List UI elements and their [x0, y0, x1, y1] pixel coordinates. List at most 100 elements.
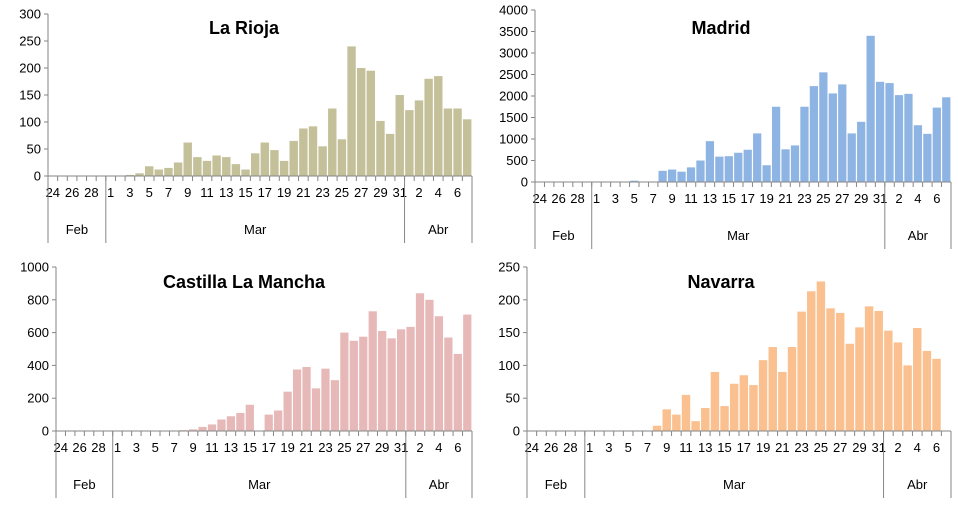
bar	[125, 174, 135, 176]
bar	[274, 410, 283, 431]
bar	[677, 171, 686, 182]
bar	[387, 338, 396, 431]
bar	[787, 347, 797, 431]
x-tick-label: 4	[914, 440, 921, 455]
bar	[884, 330, 893, 431]
bar	[864, 306, 874, 431]
x-tick-label: 27	[354, 185, 368, 200]
bar	[790, 145, 800, 182]
y-tick-label: 1000	[20, 260, 49, 275]
x-tick-label: 1	[586, 440, 593, 455]
bar	[630, 180, 639, 182]
bar	[874, 310, 883, 431]
bar	[463, 314, 472, 431]
x-tick-label: 23	[794, 440, 808, 455]
bar	[739, 375, 749, 431]
bar	[724, 156, 733, 182]
bar	[212, 155, 221, 176]
y-tick-label: 200	[19, 61, 41, 76]
month-label: Abr	[907, 477, 928, 492]
bar	[913, 125, 923, 182]
x-tick-label: 15	[717, 440, 731, 455]
bar	[443, 108, 453, 176]
bar	[667, 169, 677, 182]
month-label: Mar	[723, 477, 746, 492]
x-tick-label: 6	[454, 185, 461, 200]
x-tick-label: 6	[933, 440, 940, 455]
bar	[885, 83, 894, 182]
x-tick-label: 15	[243, 440, 257, 455]
x-tick-label: 31	[392, 185, 406, 200]
bar	[198, 426, 207, 431]
y-tick-label: 1000	[499, 132, 528, 147]
bar	[800, 106, 809, 182]
chart-panel-navarra: 0 50 100 150 200 250 24 26 28 1 3 5 7 9 11 13 15 17 19 21 23…	[479, 255, 958, 509]
x-tick-label: 5	[152, 440, 159, 455]
x-tick-label: 19	[759, 191, 773, 206]
bar	[328, 108, 337, 176]
month-label: Feb	[73, 477, 95, 492]
bar	[855, 327, 864, 431]
bar	[245, 404, 254, 431]
bar	[797, 311, 806, 431]
x-tick-label: 2	[415, 185, 422, 200]
chart-title: Madrid	[691, 18, 750, 38]
bar	[359, 336, 368, 431]
bar	[308, 126, 318, 176]
y-tick-label: 400	[27, 358, 49, 373]
bar	[376, 120, 385, 176]
y-tick-label: 100	[498, 358, 520, 373]
bar	[144, 166, 154, 176]
chart-panel-castilla-la-mancha: 0 200 400 600 800 1000 24 26 28 1 3 5 7 9 11 13 15 17 19 21…	[0, 255, 479, 509]
y-tick-label: 0	[513, 424, 520, 439]
bar	[425, 299, 434, 431]
bar	[356, 68, 366, 176]
bar	[758, 360, 768, 431]
x-tick-label: 3	[133, 440, 140, 455]
bar	[368, 311, 377, 431]
bar	[279, 160, 289, 176]
bar	[705, 141, 715, 182]
y-tick-label: 100	[19, 115, 41, 130]
bar	[923, 133, 932, 182]
bar	[347, 46, 356, 177]
bar	[321, 368, 330, 431]
y-tick-label: 600	[27, 325, 49, 340]
chart-panel-madrid: 0 500 1000 1500 2000 2500 3000 3500 4000 24 26 28 1 3…	[479, 0, 958, 255]
x-tick-label: 21	[775, 440, 789, 455]
bar	[434, 76, 443, 176]
y-tick-label: 250	[498, 260, 520, 275]
x-tick-label: 7	[165, 185, 172, 200]
x-tick-label: 3	[126, 185, 133, 200]
bar	[903, 365, 912, 431]
x-tick-label: 11	[684, 191, 698, 206]
bar	[202, 160, 212, 176]
y-tick-label: 200	[498, 292, 520, 307]
x-tick-label: 17	[737, 440, 751, 455]
bar	[337, 139, 347, 176]
x-tick-label: 25	[335, 185, 349, 200]
bar	[696, 160, 705, 182]
month-label: Feb	[545, 477, 567, 492]
x-tick-label: 21	[778, 191, 792, 206]
y-tick-label: 50	[27, 142, 41, 157]
bar	[809, 86, 819, 182]
x-tick-label: 27	[835, 191, 849, 206]
bar	[845, 343, 855, 431]
x-tick-label: 5	[631, 191, 638, 206]
x-tick-label: 26	[544, 440, 558, 455]
bar	[691, 421, 700, 431]
month-label: Abr	[429, 477, 450, 492]
bar	[154, 169, 164, 176]
bar	[289, 140, 298, 176]
x-tick-label: 11	[679, 440, 693, 455]
bar	[406, 326, 415, 431]
bar	[302, 367, 311, 431]
y-tick-label: 50	[506, 391, 520, 406]
bar	[893, 342, 903, 431]
x-tick-label: 27	[833, 440, 847, 455]
bar	[819, 72, 828, 182]
x-tick-label: 29	[852, 440, 866, 455]
